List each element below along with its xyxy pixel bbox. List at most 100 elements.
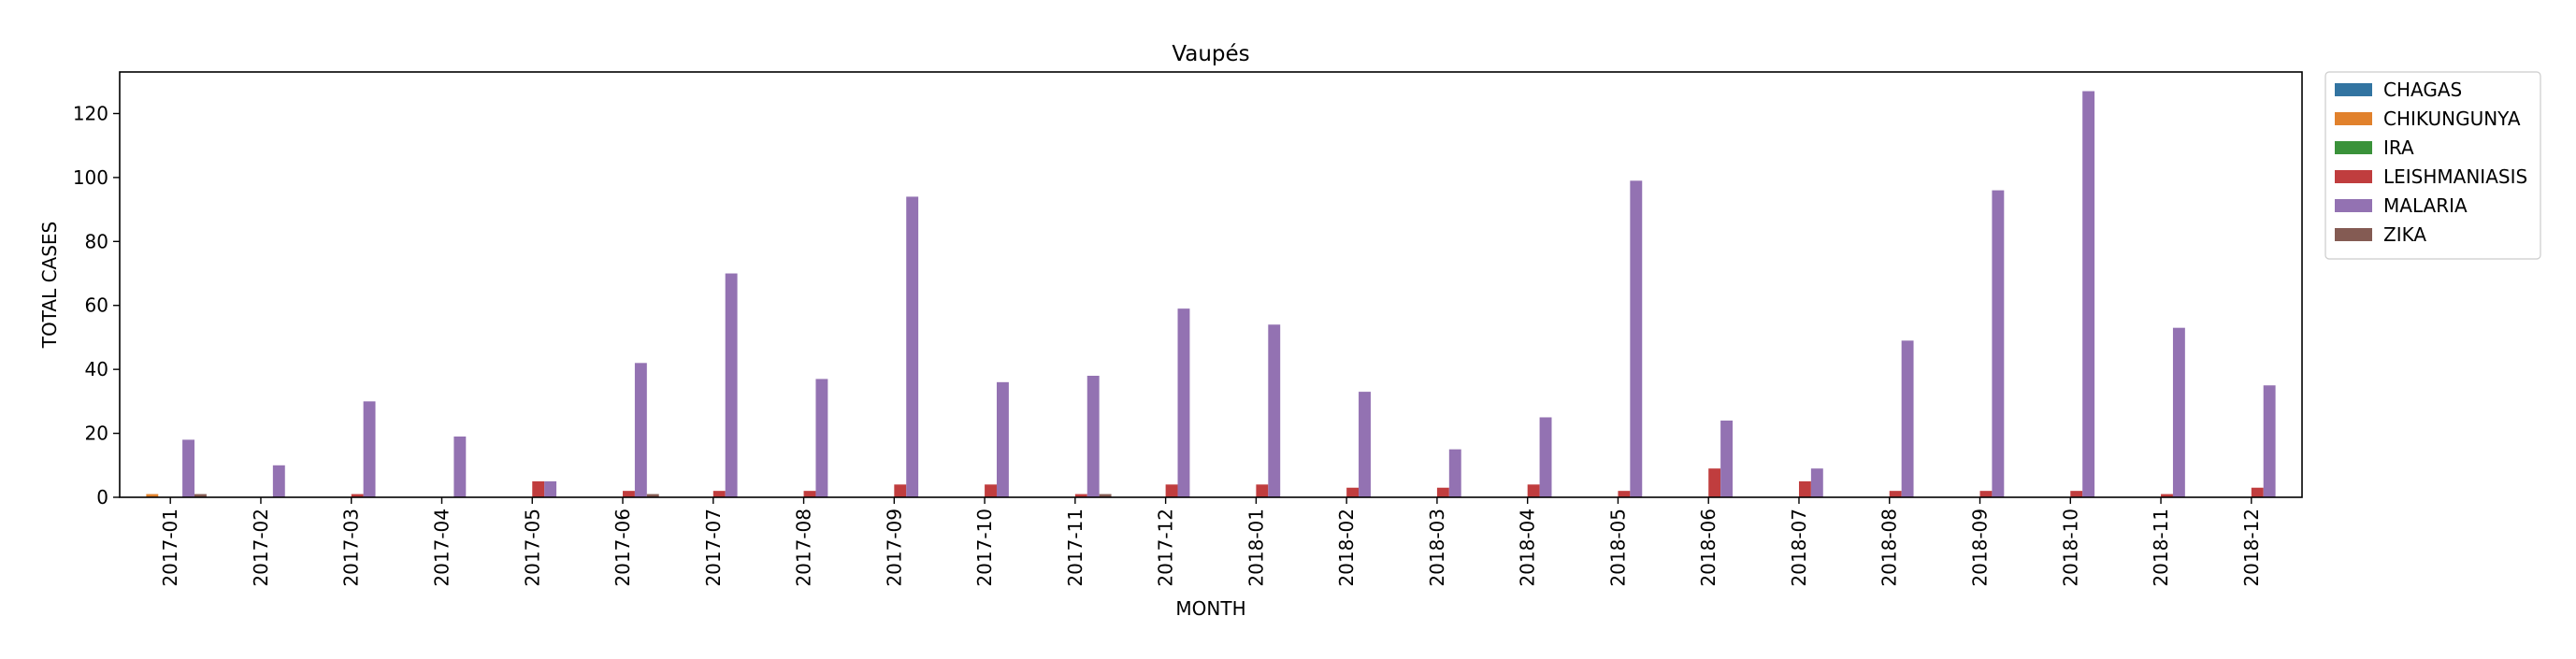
bar-leishmaniasis-2018-02 xyxy=(1346,487,1360,497)
x-tick-label: 2018-11 xyxy=(2150,509,2172,587)
x-tick-label: 2018-03 xyxy=(1426,509,1448,587)
x-tick-label: 2018-12 xyxy=(2240,509,2263,587)
bar-malaria-2017-04 xyxy=(453,437,467,497)
chart-title: Vaupés xyxy=(1172,42,1249,66)
plot-frame xyxy=(119,71,2303,498)
bar-malaria-2017-05 xyxy=(544,480,557,497)
bar-zika-2017-06 xyxy=(646,494,659,497)
bars-group xyxy=(146,91,2276,498)
legend-label-ira: IRA xyxy=(2383,136,2414,159)
legend-label-malaria: MALARIA xyxy=(2383,194,2468,217)
x-tick-label: 2017-04 xyxy=(430,509,453,587)
x-tick-label: 2017-05 xyxy=(521,509,543,587)
bar-malaria-2017-02 xyxy=(272,465,285,497)
y-tick-label: 40 xyxy=(85,358,108,380)
bar-malaria-2017-06 xyxy=(634,363,647,497)
bar-leishmaniasis-2018-11 xyxy=(2161,494,2173,497)
bar-malaria-2017-09 xyxy=(906,196,919,498)
y-tick-label: 20 xyxy=(85,423,108,445)
bar-malaria-2017-01 xyxy=(182,439,194,497)
legend-swatch-chagas xyxy=(2335,83,2372,96)
x-tick-label: 2017-02 xyxy=(250,509,272,587)
y-tick-label: 0 xyxy=(96,486,108,509)
x-tick-label: 2018-07 xyxy=(1788,509,1810,587)
bar-malaria-2018-10 xyxy=(2082,91,2095,497)
x-tick-label: 2017-01 xyxy=(159,509,181,587)
x-tick-label: 2017-12 xyxy=(1155,509,1177,587)
bar-malaria-2018-08 xyxy=(1901,340,1914,497)
bar-malaria-2018-03 xyxy=(1448,449,1461,497)
x-tick-label: 2017-09 xyxy=(883,509,905,587)
y-tick-label: 120 xyxy=(73,102,108,124)
x-tick-label: 2017-11 xyxy=(1064,509,1087,587)
bar-leishmaniasis-2017-10 xyxy=(985,484,997,497)
x-tick-label: 2017-07 xyxy=(702,509,725,587)
x-tick-label: 2018-06 xyxy=(1697,509,1720,587)
bar-leishmaniasis-2018-09 xyxy=(1979,491,1993,497)
bar-leishmaniasis-2017-08 xyxy=(803,491,816,497)
y-tick-label: 100 xyxy=(73,166,108,189)
bar-zika-2017-01 xyxy=(194,494,207,497)
bar-leishmaniasis-2018-04 xyxy=(1527,484,1540,497)
y-axis-label: TOTAL CASES xyxy=(38,222,61,349)
bar-malaria-2018-07 xyxy=(1810,468,1823,497)
bar-leishmaniasis-2018-10 xyxy=(2070,491,2083,497)
legend-swatch-malaria xyxy=(2335,199,2372,212)
bar-malaria-2018-01 xyxy=(1268,324,1281,497)
bar-leishmaniasis-2018-05 xyxy=(1618,491,1631,497)
legend-label-chikungunya: CHIKUNGUNYA xyxy=(2383,107,2521,130)
x-tick-label: 2018-04 xyxy=(1517,509,1539,587)
x-axis-label: MONTH xyxy=(1175,597,1245,620)
bar-chikungunya-2017-01 xyxy=(146,494,159,497)
bar-malaria-2018-06 xyxy=(1720,420,1734,497)
legend-label-chagas: CHAGAS xyxy=(2383,79,2462,101)
bar-leishmaniasis-2018-03 xyxy=(1436,487,1449,497)
x-tick-label: 2017-03 xyxy=(340,509,363,587)
bar-malaria-2017-11 xyxy=(1087,376,1100,497)
legend-box xyxy=(2324,71,2541,260)
legend-label-leishmaniasis: LEISHMANIASIS xyxy=(2383,165,2527,188)
bar-malaria-2017-07 xyxy=(725,273,738,497)
legend: CHAGAS CHIKUNGUNYA IRA LEISHMANIASIS MALARIA… xyxy=(2324,71,2541,260)
bar-leishmaniasis-2017-12 xyxy=(1165,484,1178,497)
x-axis: 2017-01 2017-02 2017-03 2017-04 2017-05 2017-… xyxy=(159,497,2263,587)
bar-leishmaniasis-2017-11 xyxy=(1074,494,1087,497)
axes-group xyxy=(119,71,2303,498)
bar-zika-2017-11 xyxy=(1099,494,1112,497)
bar-leishmaniasis-2018-07 xyxy=(1798,480,1811,497)
bar-leishmaniasis-2018-06 xyxy=(1708,468,1721,497)
legend-swatch-zika xyxy=(2335,228,2372,241)
bar-malaria-2017-08 xyxy=(815,379,828,497)
x-tick-label: 2017-08 xyxy=(793,509,815,587)
legend-swatch-ira xyxy=(2335,141,2372,154)
bar-leishmaniasis-2017-05 xyxy=(532,480,545,497)
y-tick-label: 80 xyxy=(85,230,108,252)
bar-leishmaniasis-2017-07 xyxy=(712,491,726,497)
legend-label-zika: ZIKA xyxy=(2383,223,2426,246)
bar-leishmaniasis-2017-06 xyxy=(623,491,635,497)
bar-malaria-2018-09 xyxy=(1992,190,2005,497)
bar-leishmaniasis-2018-08 xyxy=(1889,491,1902,497)
bar-malaria-2018-04 xyxy=(1539,417,1552,497)
x-tick-label: 2018-02 xyxy=(1335,509,1358,587)
legend-swatch-leishmaniasis xyxy=(2335,170,2372,183)
bar-malaria-2018-11 xyxy=(2172,327,2185,497)
bar-leishmaniasis-2017-09 xyxy=(894,484,907,497)
bar-malaria-2018-02 xyxy=(1359,392,1371,497)
bar-leishmaniasis-2017-03 xyxy=(351,494,364,497)
bar-malaria-2017-10 xyxy=(996,381,1009,497)
x-tick-label: 2018-10 xyxy=(2059,509,2081,587)
x-tick-label: 2018-09 xyxy=(1969,509,1992,587)
bar-leishmaniasis-2018-01 xyxy=(1256,484,1269,497)
legend-swatch-chikungunya xyxy=(2335,112,2372,125)
x-tick-label: 2018-08 xyxy=(1878,509,1901,587)
y-axis: 0 20 40 60 80 100 120 xyxy=(73,102,120,509)
x-tick-label: 2017-10 xyxy=(973,509,996,587)
bar-malaria-2017-12 xyxy=(1177,308,1190,497)
bar-malaria-2017-03 xyxy=(363,401,376,497)
bar-malaria-2018-12 xyxy=(2263,385,2276,497)
x-tick-label: 2018-01 xyxy=(1245,509,1267,587)
x-tick-label: 2018-05 xyxy=(1606,509,1629,587)
y-tick-label: 60 xyxy=(85,294,108,317)
